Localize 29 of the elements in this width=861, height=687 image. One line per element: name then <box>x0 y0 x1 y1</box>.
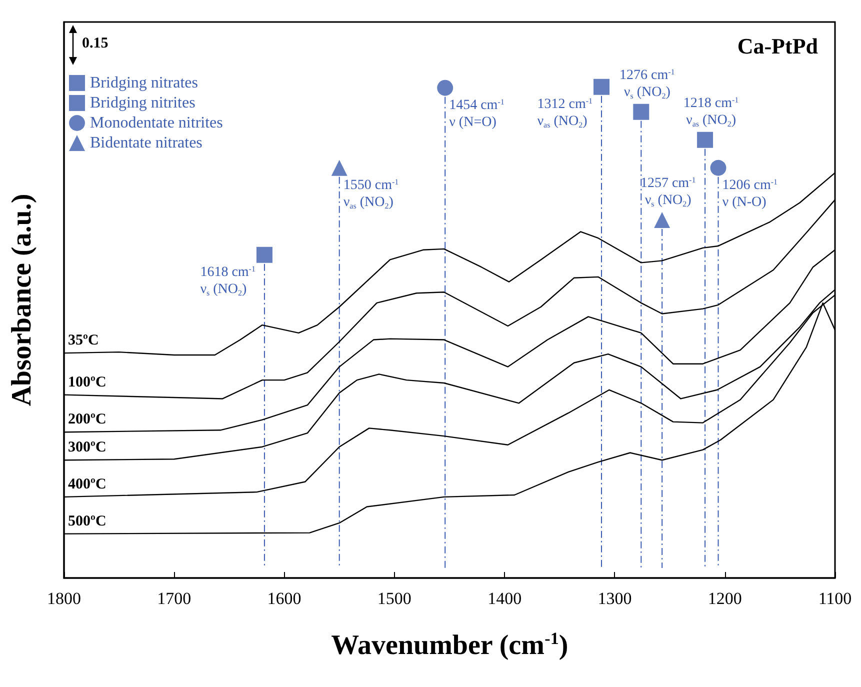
series-label: 200ºC <box>68 412 106 428</box>
series-label: 100ºC <box>68 374 106 390</box>
x-tick-label: 1500 <box>377 589 412 608</box>
chart-title: Ca-PtPd <box>737 34 818 58</box>
series-label: 500ºC <box>68 513 106 530</box>
x-tick-label: 1600 <box>267 589 302 608</box>
x-tick-label: 1200 <box>708 589 742 608</box>
point <box>710 160 726 176</box>
series-label: 35ºC <box>68 332 99 349</box>
legend-label: Bridging nitrites <box>90 94 196 112</box>
point <box>697 132 714 148</box>
point <box>256 246 272 263</box>
x-tick-label: 1700 <box>157 589 192 608</box>
text: 0.15 <box>82 36 108 52</box>
x-tick-label: 1100 <box>818 589 852 608</box>
point <box>654 212 670 228</box>
legend-label: Bridging nitrates <box>90 74 198 92</box>
series-label: 300ºC <box>68 440 106 456</box>
point <box>331 160 348 176</box>
point <box>633 104 650 120</box>
point <box>593 78 610 95</box>
legend-label: Monodentate nitrites <box>90 114 223 132</box>
series-label: 400ºC <box>68 476 106 492</box>
y-axis-title: Absorbance (a.u.) <box>6 194 38 406</box>
x-tick-label: 1400 <box>488 589 522 608</box>
x-tick-label: 1800 <box>47 589 81 608</box>
x-tick-label: 1300 <box>598 589 632 608</box>
point <box>437 80 454 96</box>
legend-label: Bidentate nitrates <box>90 134 202 152</box>
